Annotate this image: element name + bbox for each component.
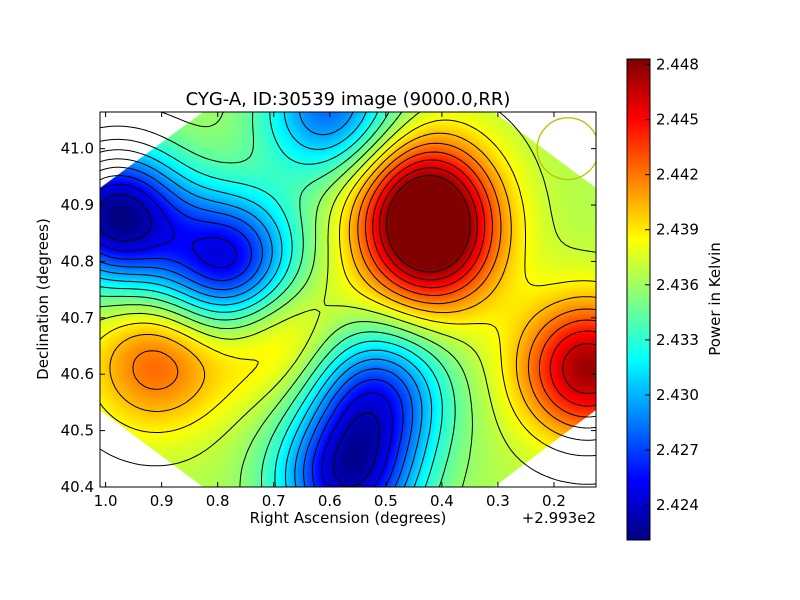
colorbar: 2.424 2.427 2.430 2.433 2.436 2.439 2.442 2.445… — [626, 56, 699, 541]
y-tick-label: 41.0 — [61, 140, 94, 158]
x-tick-label: 0.9 — [150, 492, 174, 510]
colorbar-tick-label: 2.424 — [656, 496, 699, 514]
contour-line — [365, 151, 596, 418]
x-axis-ticks: 1.0 0.9 0.8 0.7 0.6 0.5 0.4 0.3 0.2 — [94, 112, 566, 510]
y-tick-label: 40.5 — [61, 422, 94, 440]
colorbar-tick-label: 2.433 — [656, 331, 699, 349]
colorbar-tick-label: 2.445 — [656, 111, 699, 129]
colorbar-tick-label: 2.436 — [656, 276, 699, 294]
colorbar-frame — [626, 58, 651, 541]
x-tick-label: 0.2 — [542, 492, 566, 510]
contour-line — [100, 183, 393, 487]
y-tick-label: 40.8 — [61, 252, 94, 270]
y-tick-label: 40.6 — [61, 365, 94, 383]
colorbar-tick-label: 2.439 — [656, 221, 699, 239]
contour-line — [372, 159, 596, 407]
colorbar-tick-label: 2.448 — [656, 56, 699, 74]
y-axis-ticks: 40.4 40.5 40.6 40.7 40.8 40.9 41.0 — [61, 140, 596, 496]
chart-title: CYG-A, ID:30539 image (9000.0,RR) — [186, 89, 511, 110]
map-panel: 1.0 0.9 0.8 0.7 0.6 0.5 0.4 0.3 0.2 40.4 40.5 40.6… — [61, 111, 597, 510]
contour-line — [100, 112, 596, 485]
y-tick-label: 40.9 — [61, 196, 94, 214]
contour-line — [100, 112, 423, 487]
contour-line — [100, 166, 414, 487]
y-axis-label: Declination (degrees) — [34, 218, 52, 380]
colorbar-tick-label: 2.427 — [656, 441, 699, 459]
contour-lines — [100, 112, 596, 487]
x-axis-label: Right Ascension (degrees) — [250, 509, 447, 527]
x-tick-label: 0.8 — [206, 492, 230, 510]
colorbar-label: Power in Kelvin — [706, 242, 724, 356]
contour-line — [100, 112, 443, 487]
colorbar-tick-label: 2.430 — [656, 386, 699, 404]
contour-line — [100, 112, 433, 487]
colorbar-gradient — [627, 59, 650, 540]
contour-line — [132, 142, 596, 429]
contour-line — [379, 167, 596, 394]
colorbar-ticks: 2.424 2.427 2.430 2.433 2.436 2.439 2.442 2.445… — [645, 56, 699, 514]
x-tick-label: 0.7 — [262, 492, 286, 510]
contour-line — [100, 175, 404, 487]
contour-line — [100, 112, 473, 487]
contour-line — [109, 132, 596, 441]
x-tick-label: 0.5 — [374, 492, 398, 510]
beam-circle — [536, 117, 596, 181]
contour-line — [386, 175, 471, 273]
contour-line — [100, 194, 380, 487]
y-tick-label: 40.7 — [61, 309, 94, 327]
plot-frame — [99, 111, 597, 488]
x-tick-label: 0.4 — [430, 492, 454, 510]
x-tick-label: 0.6 — [318, 492, 342, 510]
x-offset-label: +2.993e2 — [522, 509, 596, 527]
colorbar-tick-label: 2.442 — [656, 166, 699, 184]
contour-line — [100, 112, 456, 487]
contour-line — [100, 119, 596, 457]
x-tick-label: 0.3 — [486, 492, 510, 510]
y-tick-label: 40.4 — [61, 478, 94, 496]
heatmap-image — [100, 112, 596, 487]
x-tick-label: 1.0 — [94, 492, 118, 510]
